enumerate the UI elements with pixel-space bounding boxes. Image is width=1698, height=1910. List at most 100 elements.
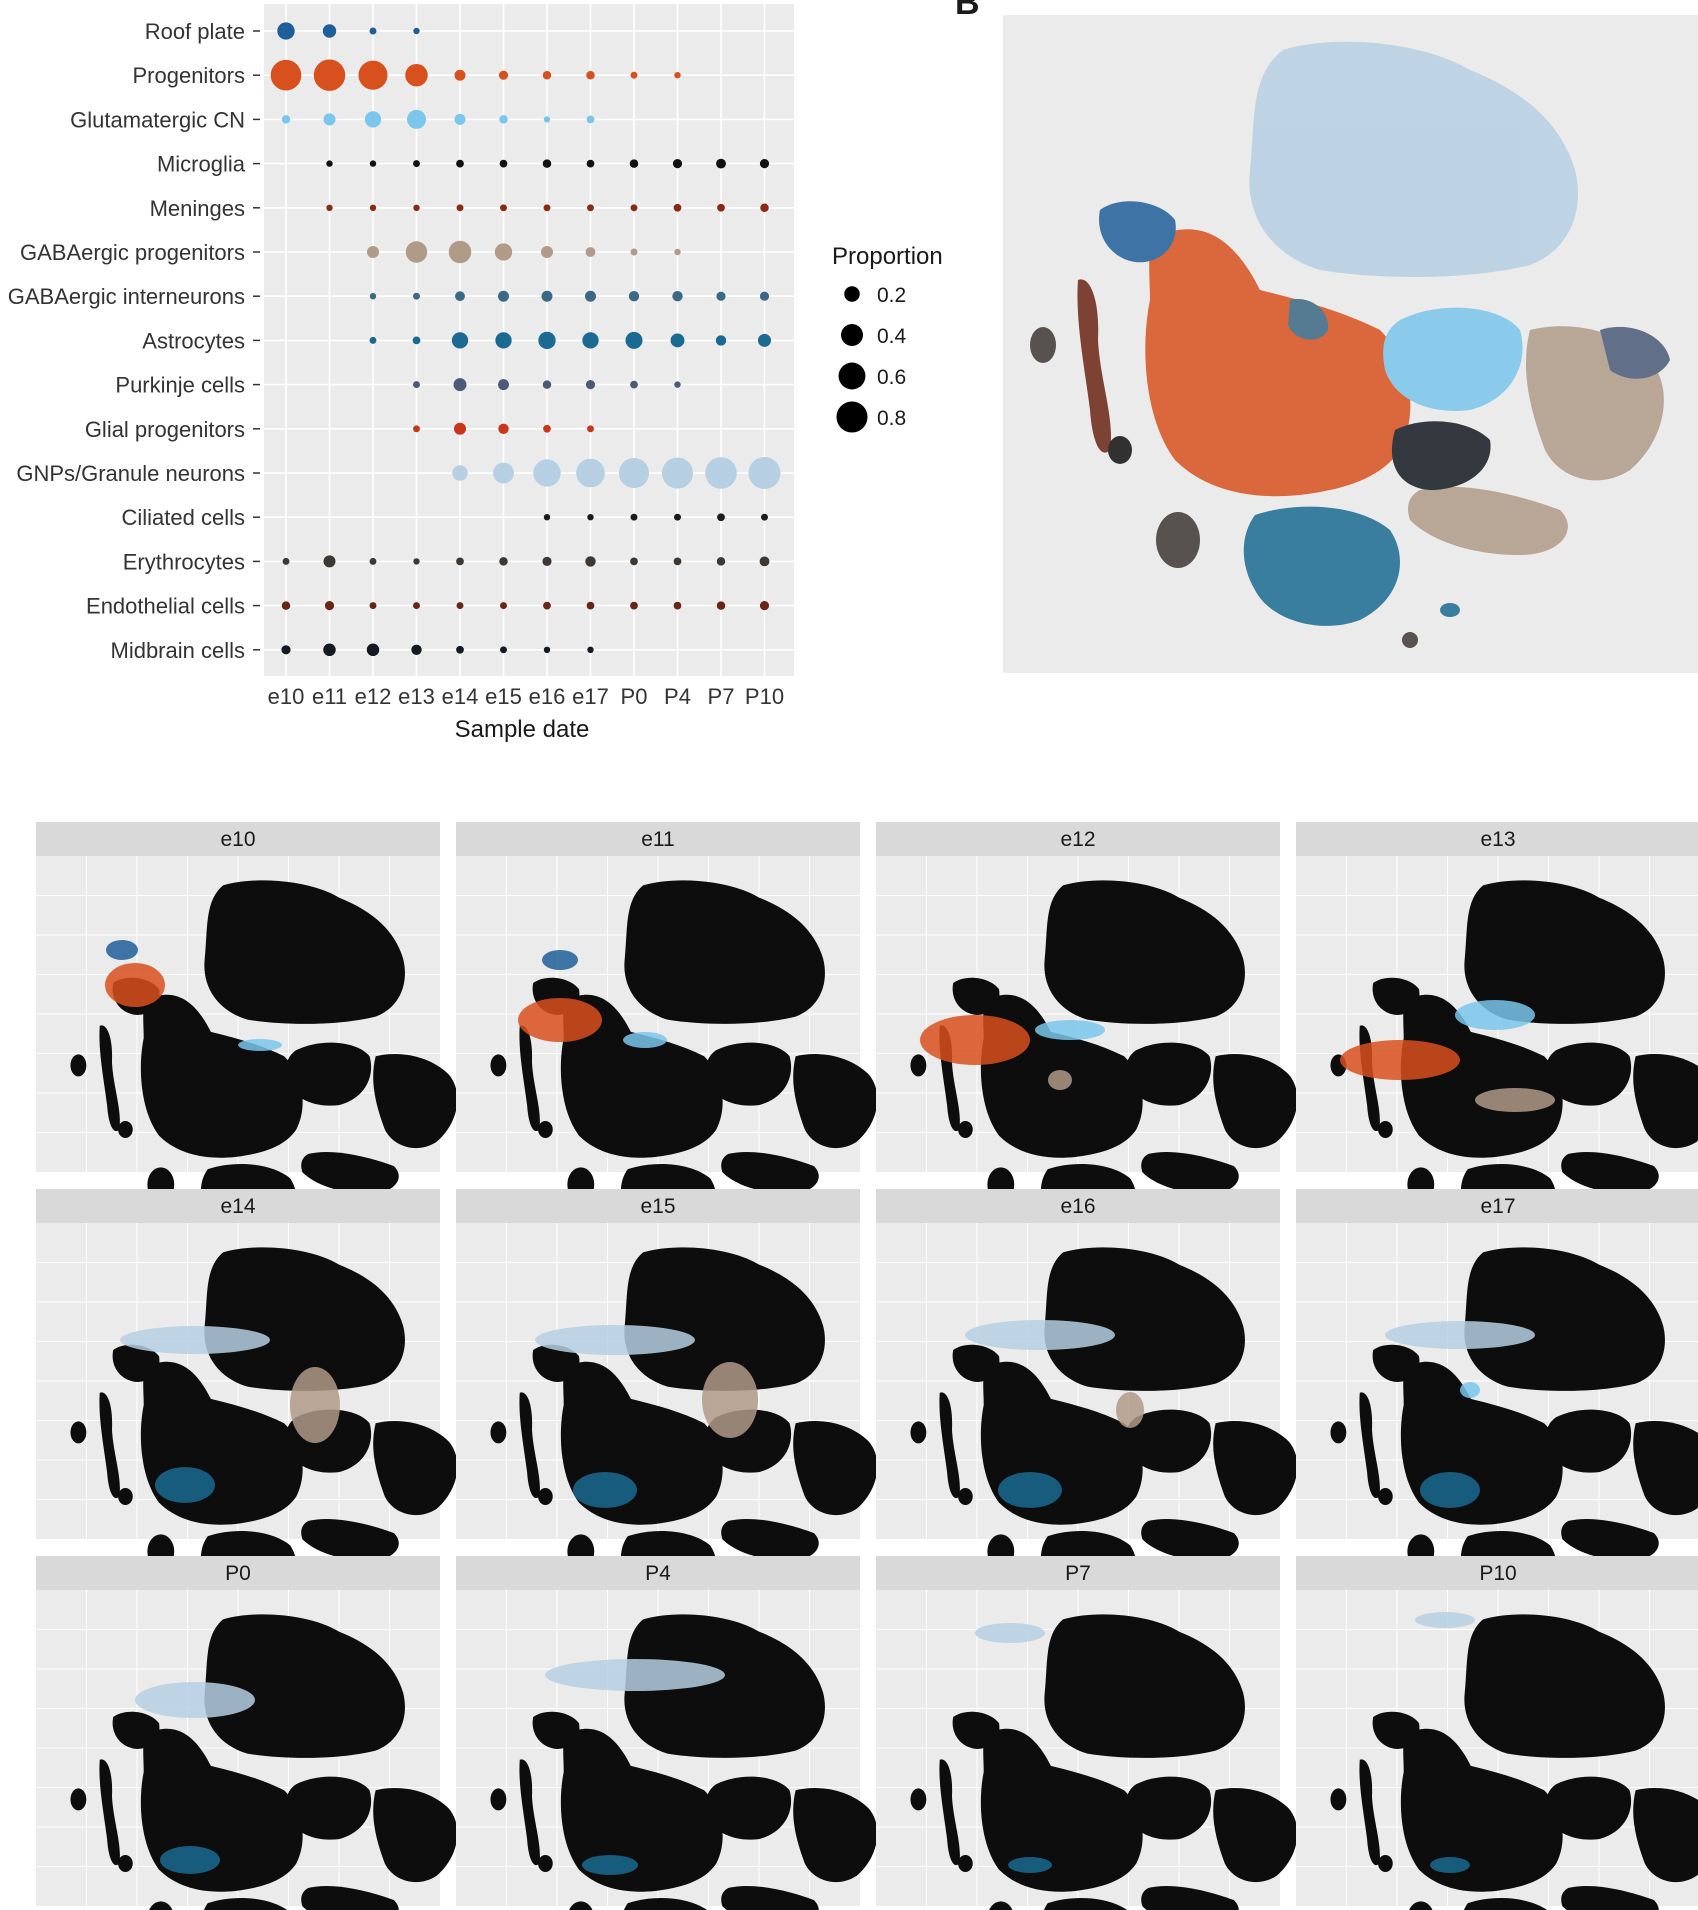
dot-point (717, 513, 725, 522)
facet-embedding-shape (1464, 880, 1665, 1024)
facet-highlight (1460, 1382, 1480, 1398)
facet-embedding-shape (112, 1344, 160, 1382)
facet-highlight (535, 1325, 695, 1355)
dot-point (585, 380, 596, 390)
dot-point (494, 243, 513, 261)
facet-embedding-shape (1561, 1885, 1659, 1910)
facet-highlight (1385, 1321, 1535, 1349)
dot-point (281, 601, 291, 610)
dot-point (499, 115, 508, 124)
dot-point (630, 601, 638, 610)
dot-point (455, 291, 465, 302)
dot-point (413, 160, 420, 168)
dot-point (270, 59, 302, 91)
facet-embedding-shape (373, 1053, 458, 1149)
cluster-ciliated (1156, 512, 1200, 568)
facet-embedding (1330, 1614, 1698, 1910)
dot-point (543, 514, 551, 521)
facet-highlight (1455, 1000, 1535, 1030)
dot-point (498, 379, 509, 391)
dot-point (313, 59, 346, 91)
facet-highlight (106, 940, 138, 960)
facet-strip-label: e12 (1060, 828, 1095, 851)
dot-point (541, 290, 553, 302)
facet-embedding-shape (706, 1042, 792, 1106)
facet-embedding-shape (939, 1392, 960, 1499)
facet-embedding-shape (1044, 880, 1245, 1024)
size-legend: Proportion 0.2 0.4 0.6 0.8 (832, 243, 943, 433)
facet-strip (876, 822, 1280, 856)
dot-point (366, 643, 380, 657)
dot-point (670, 333, 685, 348)
facet-highlight (105, 963, 165, 1007)
dot-point (499, 159, 508, 168)
dot-point (542, 159, 552, 168)
facet-embedding-shape (204, 880, 405, 1024)
facet-embedding-shape (560, 994, 723, 1158)
dot-point (715, 335, 727, 346)
dot-plot-row-labels: Roof plate Progenitors Glutamatergic CN Mic… (8, 19, 260, 663)
facet-strip-label: e17 (1480, 1195, 1515, 1218)
facet-strip (876, 1189, 1280, 1223)
facet-panel: e11 (456, 822, 878, 1237)
x-tick-label: e15 (485, 684, 522, 709)
facet-embedding-shape (1141, 1151, 1239, 1194)
facet-panel: e16 (876, 1189, 1298, 1604)
dot-point (453, 422, 467, 435)
dot-point (705, 457, 737, 489)
dot-point (452, 465, 468, 481)
dot-point (587, 425, 594, 433)
facet-strip-label: e11 (641, 828, 674, 851)
facet-highlight (160, 1846, 220, 1874)
dot-point (674, 381, 681, 388)
dot-point (498, 423, 509, 435)
facet-panel: e15 (456, 1189, 878, 1604)
x-axis-title: Sample date (455, 716, 590, 743)
facet-embedding-shape (99, 1392, 120, 1499)
dot-point (543, 646, 551, 653)
dot-point (716, 557, 726, 566)
facet-embedding-shape (1633, 1054, 1698, 1149)
dot-point (405, 241, 428, 263)
cluster-erythrocytes (1030, 327, 1056, 363)
facet-embedding-shape (1213, 1053, 1298, 1149)
facet-strip (456, 822, 860, 856)
dot-point (326, 204, 333, 211)
dot-point (625, 331, 643, 349)
x-tick-label: P7 (708, 684, 735, 709)
facet-embedding-shape (532, 1711, 580, 1749)
dot-point (630, 248, 638, 256)
dot-point (543, 424, 551, 433)
dot-point (587, 514, 594, 521)
facet-embedding-shape (1546, 1776, 1632, 1840)
cluster-progenitors (1145, 229, 1411, 497)
facet-embedding (910, 1614, 1298, 1910)
facet-embedding-shape (1633, 1421, 1698, 1516)
dot-point (405, 63, 428, 87)
facet-strip (36, 822, 440, 856)
facet-embedding-shape (301, 1518, 399, 1561)
facet-embedding-shape (373, 1787, 458, 1883)
dot-point (493, 462, 514, 484)
facet-embedding-shape (99, 1025, 120, 1132)
facet-grid: e10 e11 e12 e13 e14 e15 e16 e17 P0 P4 P7 P10 (36, 822, 1698, 1910)
dot-point (495, 332, 512, 349)
dot-point (448, 240, 472, 264)
dot-point (413, 204, 420, 211)
dot-point (500, 602, 507, 610)
dot-point (673, 557, 682, 566)
facet-highlight (623, 1032, 667, 1048)
facet-embedding-shape (373, 1420, 458, 1516)
facet-embedding-shape (1372, 1344, 1420, 1382)
legend-title: Proportion (832, 243, 943, 270)
row-label: Erythrocytes (123, 549, 245, 574)
facet-strip-label: e13 (1480, 828, 1515, 851)
dot-point (498, 70, 509, 80)
facet-embedding-shape (1359, 1759, 1380, 1866)
dot-point (674, 248, 681, 256)
cluster-small-1 (1440, 603, 1460, 617)
facet-embedding-shape (1546, 1409, 1632, 1473)
dot-point (451, 332, 469, 349)
facet-embedding-shape (1213, 1420, 1298, 1516)
dot-point (454, 113, 466, 125)
